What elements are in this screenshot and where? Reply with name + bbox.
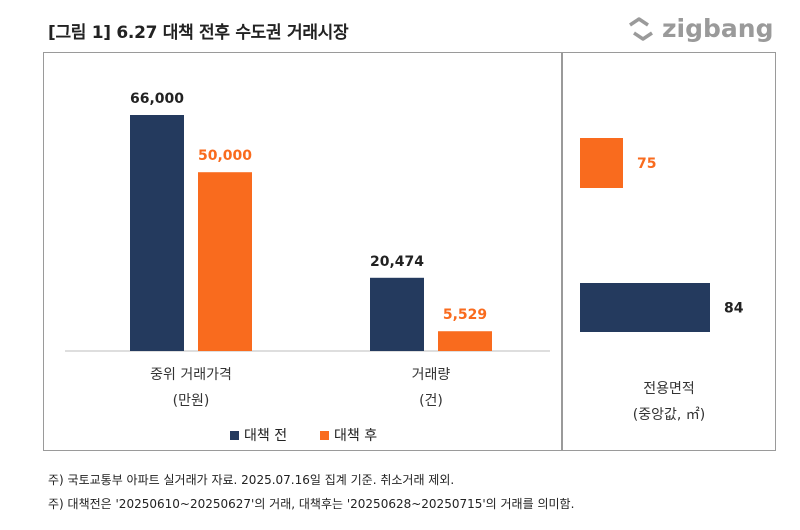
category-label-price: 중위 거래가격 xyxy=(150,367,232,383)
category-unit-volume: (건) xyxy=(419,393,443,409)
footnote-source: 주) 국토교통부 아파트 실거래가 자료. 2025.07.16일 집계 기준.… xyxy=(48,473,455,487)
brand-name: zigbang xyxy=(662,14,774,43)
footnote-period: 주) 대책전은 '20250610~20250627'의 거래, 대책후는 '2… xyxy=(48,497,575,511)
category-unit-price: (만원) xyxy=(173,393,210,409)
bar-price-before xyxy=(130,115,184,351)
data-label-price-before: 66,000 xyxy=(130,91,184,107)
bar-volume-before xyxy=(370,277,424,351)
zigbang-logo-icon xyxy=(629,16,653,41)
category-label-area: 전용면적 xyxy=(643,381,695,397)
data-label-volume-before: 20,474 xyxy=(370,254,424,270)
data-label-volume-after: 5,529 xyxy=(443,307,487,323)
right-chart-panel: 75 84 전용면적 (중앙값, ㎡) xyxy=(562,52,776,451)
category-unit-area: (중앙값, ㎡) xyxy=(633,407,705,423)
legend-swatch-before xyxy=(230,431,239,440)
legend: 대책 전 대책 후 xyxy=(230,428,377,444)
category-label-volume: 거래량 xyxy=(412,367,451,383)
horizontal-bar-chart: 75 84 전용면적 (중앙값, ㎡) xyxy=(580,138,744,423)
chart-title: [그림 1] 6.27 대책 전후 수도권 거래시장 xyxy=(48,23,349,43)
bar-area-before xyxy=(580,283,710,332)
bar-area-after xyxy=(580,138,623,188)
legend-label-after: 대책 후 xyxy=(334,428,377,444)
bar-volume-after xyxy=(438,331,492,351)
legend-swatch-after xyxy=(320,431,329,440)
left-chart-panel: 66,000 50,000 20,474 5,529 중위 거래가격 (만원) 거래량 (건… xyxy=(43,52,562,451)
legend-label-before: 대책 전 xyxy=(244,428,287,444)
data-label-area-after: 75 xyxy=(637,156,656,172)
bar-price-after xyxy=(198,172,252,351)
data-label-area-before: 84 xyxy=(724,301,744,317)
vertical-bar-chart: 66,000 50,000 20,474 5,529 중위 거래가격 (만원) 거래량 (건… xyxy=(65,91,550,444)
brand-logo: zigbang xyxy=(626,14,773,43)
data-label-price-after: 50,000 xyxy=(198,148,252,164)
